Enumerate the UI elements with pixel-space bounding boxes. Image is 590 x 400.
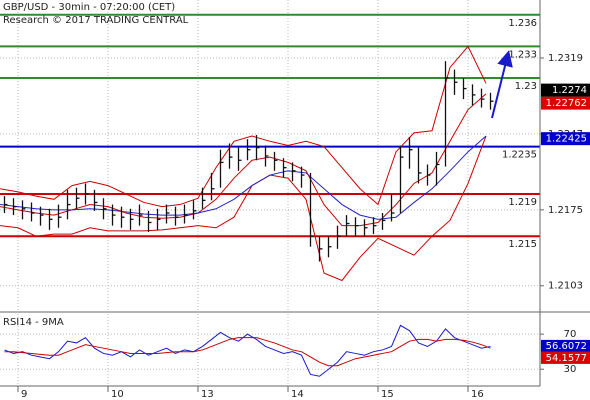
level-label: 1.236 <box>508 18 537 29</box>
y-tick-label: 1.2175 <box>548 205 583 216</box>
rsi-line <box>4 324 491 377</box>
indicator-line <box>0 135 487 282</box>
level-label: 1.219 <box>508 197 537 208</box>
value-box <box>541 351 590 364</box>
labels: 1.23191.22471.21751.21031.227621.22741.2… <box>17 53 590 400</box>
value-box-label: 56.6072 <box>546 341 587 352</box>
price-box-label: 1.22425 <box>546 134 587 145</box>
value-box <box>541 339 590 352</box>
plot: 1.236 1.233 1.23 1.2235 1.219 1.215 <box>0 13 540 377</box>
price-box <box>541 83 590 97</box>
x-tick-label: 15 <box>381 389 394 400</box>
price-box-label: 1.2274 <box>552 85 587 96</box>
indicator-line <box>0 45 487 208</box>
price-box <box>541 96 590 110</box>
level-label: 1.23 <box>515 81 537 92</box>
x-tick-label: 16 <box>471 389 484 400</box>
indicator-line <box>0 135 487 220</box>
value-box-label: 54.1577 <box>546 353 587 364</box>
x-tick-label: 13 <box>201 389 214 400</box>
rsi-title: RSI14 - 9MA <box>3 317 64 328</box>
x-tick-label: 9 <box>21 389 27 400</box>
y-tick-label: 30 <box>564 364 577 375</box>
x-tick-label: 14 <box>291 389 304 400</box>
rsi-line <box>4 337 491 367</box>
level-label: 1.233 <box>508 49 537 60</box>
y-tick-label: 1.2319 <box>548 53 583 64</box>
y-tick-label: 70 <box>564 329 577 340</box>
price-box-label: 1.22762 <box>546 98 587 109</box>
grid <box>0 0 540 385</box>
y-tick-label: 1.2103 <box>548 281 583 292</box>
level-label: 1.215 <box>508 239 537 250</box>
forecast-arrow <box>491 50 513 119</box>
chart-title: GBP/USD - 30min - 07:20:00 (CET) <box>3 2 175 13</box>
chart-subtitle: Research © 2017 TRADING CENTRAL <box>3 15 189 26</box>
price-box <box>541 132 590 146</box>
indicator-line <box>0 93 487 227</box>
x-tick-label: 10 <box>111 389 124 400</box>
level-label: 1.2235 <box>502 150 537 161</box>
